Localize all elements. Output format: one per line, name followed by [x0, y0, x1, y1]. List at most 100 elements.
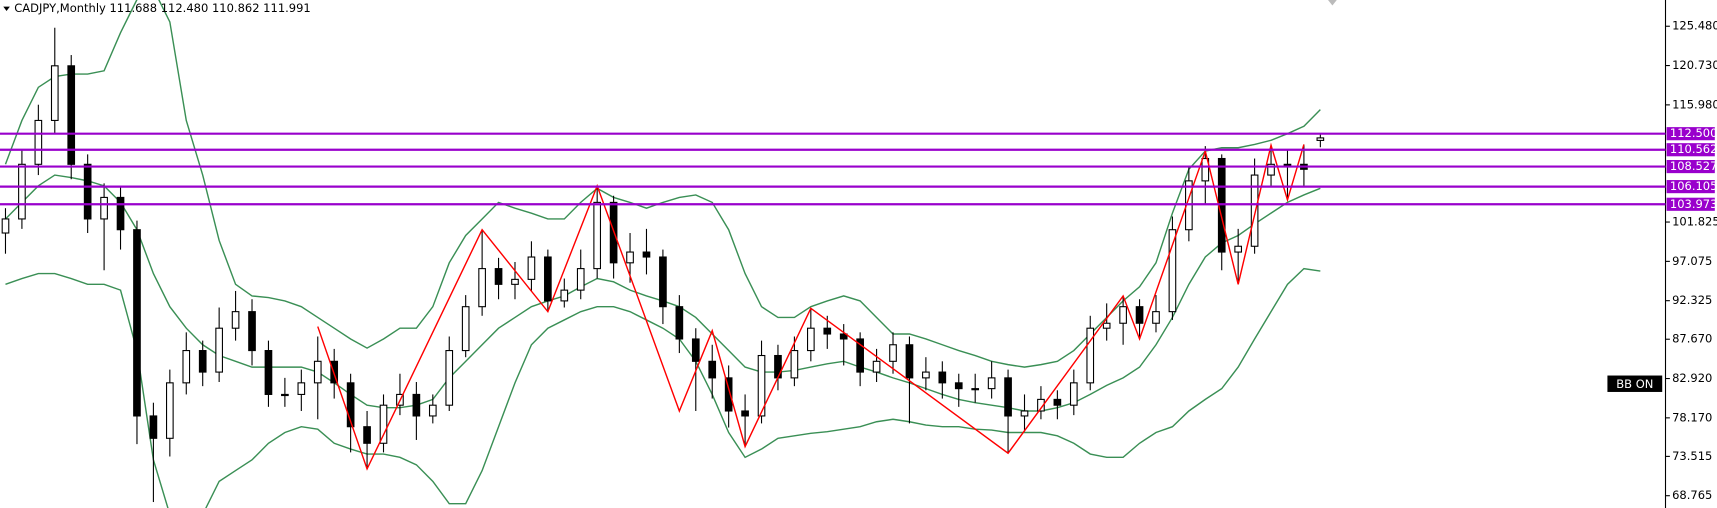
candle-body — [478, 268, 486, 308]
candle-body — [1283, 163, 1292, 166]
y-tick-label: 68.765 — [1672, 488, 1712, 502]
candle-body — [856, 338, 864, 373]
candle-body — [922, 371, 930, 379]
candle-body — [445, 350, 454, 406]
candle-body — [231, 311, 240, 329]
y-tick-label: 87.670 — [1672, 332, 1712, 346]
bb-button[interactable]: BB ON — [1607, 375, 1663, 392]
candle-body — [807, 327, 815, 352]
y-tick-label: 73.515 — [1672, 449, 1712, 463]
level-label-box — [1666, 143, 1715, 157]
y-tick-label: 115.980 — [1672, 97, 1717, 111]
level-label-box — [1666, 197, 1715, 211]
level-label-box — [1666, 127, 1715, 141]
candle-body — [1069, 382, 1078, 406]
candle-body — [971, 388, 980, 391]
menu-arrow[interactable] — [3, 6, 10, 11]
candle-body — [724, 377, 733, 412]
candle-body — [1102, 322, 1111, 329]
candle-body — [790, 350, 799, 379]
candle-body — [100, 196, 108, 220]
zigzag-line — [317, 142, 1305, 471]
bollinger-band — [4, 0, 1321, 368]
chart-title: CADJPY,Monthly 111.688 112.480 110.862 1… — [14, 1, 311, 15]
candle-body — [1316, 137, 1325, 141]
candle-body — [18, 163, 26, 220]
level-label-box — [1666, 180, 1715, 194]
candle-body — [379, 404, 388, 444]
candle-body — [691, 338, 700, 362]
candle-body — [67, 65, 76, 165]
bollinger-band — [5, 267, 1321, 508]
candle-body — [182, 350, 191, 384]
candle-body — [675, 306, 684, 340]
candle-body — [1152, 311, 1160, 324]
candle-body — [1135, 306, 1144, 324]
candle-body — [297, 382, 306, 395]
candle-body — [1020, 410, 1029, 417]
candle-body — [1234, 245, 1243, 253]
plot-area — [0, 0, 1666, 508]
candle-body — [872, 360, 881, 373]
candle-body — [938, 371, 947, 384]
candle-body — [363, 426, 371, 444]
candle-body — [774, 354, 782, 379]
candle-body — [281, 393, 289, 397]
candle-body — [149, 415, 158, 439]
shift-marker — [1328, 0, 1337, 6]
y-tick-label: 125.480 — [1672, 19, 1717, 33]
candle-body — [1053, 398, 1062, 406]
candle-body — [527, 256, 536, 280]
candle-body — [987, 377, 996, 390]
level-label-box — [1666, 160, 1715, 174]
level-label: 106.105 — [1670, 179, 1717, 193]
candle-body — [34, 119, 43, 165]
candle-body — [560, 289, 569, 302]
y-tick-label: 120.730 — [1672, 58, 1717, 72]
candle-body — [50, 65, 59, 121]
candle-body — [576, 268, 585, 291]
candle-body — [626, 251, 634, 264]
level-label: 108.527 — [1670, 159, 1717, 173]
candle-body — [461, 306, 470, 352]
candle-body — [1004, 377, 1012, 417]
button-background[interactable] — [1607, 375, 1663, 392]
level-label: 110.562 — [1670, 142, 1717, 156]
y-tick-label: 92.325 — [1672, 293, 1712, 307]
candle-body — [757, 354, 766, 417]
candle-body — [116, 196, 125, 231]
candle-body — [346, 382, 355, 428]
candle-body — [708, 360, 717, 379]
candle-body — [428, 404, 437, 417]
candle-body — [166, 382, 174, 439]
candle-body — [511, 278, 519, 285]
y-tick-label: 97.075 — [1672, 254, 1712, 268]
candle-body — [313, 360, 322, 384]
candle-body — [264, 350, 273, 395]
candle-body — [412, 393, 421, 417]
y-tick-label: 82.920 — [1672, 371, 1712, 385]
candle-body — [1168, 229, 1177, 313]
y-tick-label: 78.170 — [1672, 410, 1712, 424]
candle-body — [1086, 327, 1095, 384]
button-label[interactable]: BB ON — [1616, 377, 1653, 391]
candle-body — [1119, 306, 1127, 324]
level-label: 112.500 — [1670, 126, 1717, 140]
level-label: 103.973 — [1670, 197, 1717, 211]
candle-body — [133, 229, 141, 417]
candle-body — [1201, 157, 1210, 182]
candle-body — [1037, 398, 1045, 412]
candle-body — [954, 382, 963, 390]
y-tick-label: 101.825 — [1672, 215, 1717, 229]
candle-body — [889, 344, 897, 362]
candle-body — [642, 251, 651, 258]
candle-body — [198, 350, 207, 373]
candle-body — [215, 327, 223, 373]
candle-body — [823, 327, 832, 335]
candle-body — [741, 410, 749, 417]
candle-body — [1, 218, 10, 234]
candle-body — [593, 201, 602, 270]
candle-body — [659, 256, 667, 308]
